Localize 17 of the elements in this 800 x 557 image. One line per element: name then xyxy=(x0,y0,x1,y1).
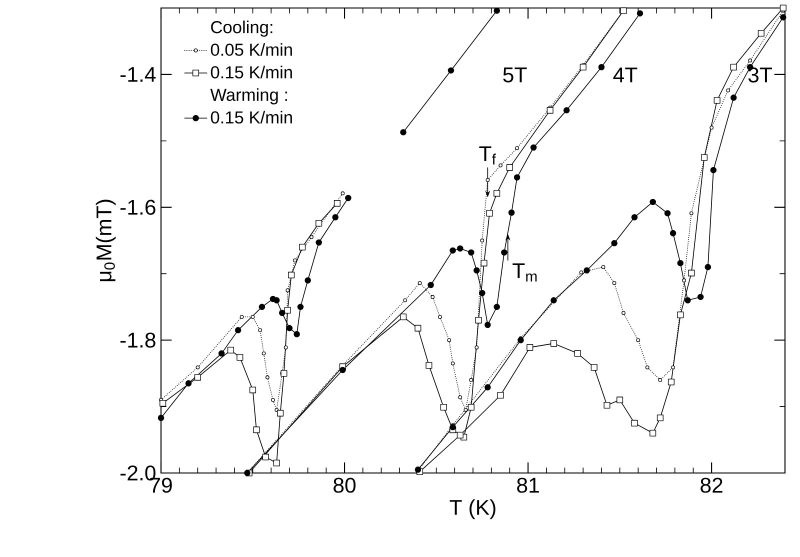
x-tick-label: 81 xyxy=(517,478,539,493)
annotation: 5T xyxy=(503,68,527,82)
y-axis-title: μ$_{0}$M(mT) xyxy=(96,200,116,282)
annotation: 4T xyxy=(613,68,638,82)
legend-label: 0.15 K/min xyxy=(210,110,292,124)
annotation: Cooling: xyxy=(211,20,272,37)
x-axis-title: T (K) xyxy=(450,499,496,520)
y-tick-label: -1.4 xyxy=(120,67,156,82)
x-tick-label: 82 xyxy=(700,478,722,493)
legend-label: 0.15 K/min xyxy=(210,66,292,78)
y-tick-label: -1.6 xyxy=(120,200,156,215)
legend-label: 0.05 K/min xyxy=(210,43,292,56)
annotation: T$_{f}$ xyxy=(479,146,496,164)
annotation: T$_{m}$ xyxy=(512,263,537,282)
x-tick-label: 80 xyxy=(334,478,356,493)
annotation: Warming : xyxy=(210,88,287,104)
y-tick-label: -1.8 xyxy=(120,332,156,348)
